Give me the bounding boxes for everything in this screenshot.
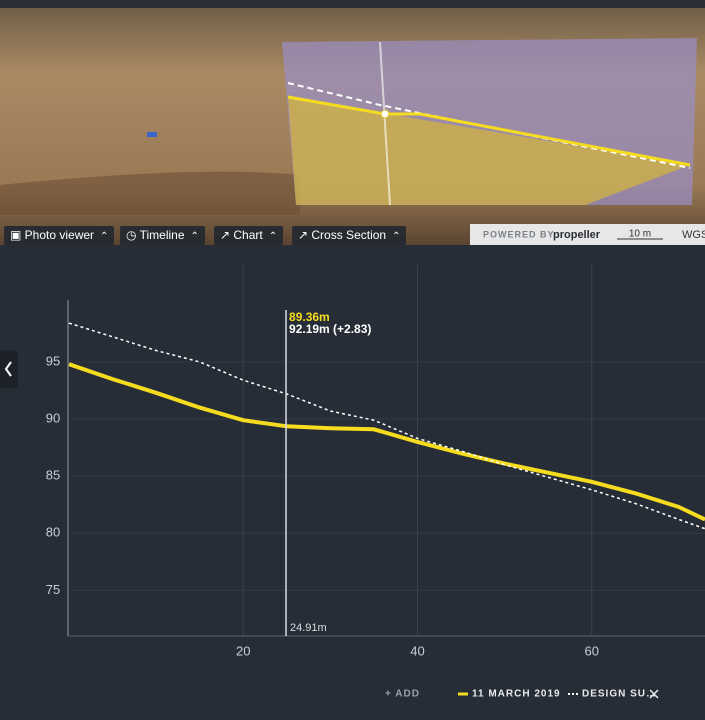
chevron-icon [4, 361, 12, 377]
crs-label: WGS [682, 229, 705, 241]
y-tick-label: 80 [46, 525, 60, 540]
tab[interactable]: ↗ Chart [214, 226, 284, 245]
powered-by: POWERED BY [483, 229, 555, 239]
section-line-map [287, 95, 691, 167]
y-tick-label: 90 [46, 410, 60, 425]
scale-label: 10 m [629, 229, 651, 240]
series-line [68, 362, 705, 522]
x-tick-label: 60 [585, 643, 599, 658]
tab[interactable]: ◷ Timeline [120, 226, 205, 245]
aerial-map: POWERED BY propeller 10 m WGS [0, 0, 705, 245]
tab-label: Photo viewer [24, 228, 95, 242]
tab-label: Cross Section [311, 228, 387, 242]
add-button[interactable]: + ADD [385, 689, 420, 700]
y-tick-label: 75 [46, 582, 60, 597]
tab-label: Timeline [139, 228, 185, 242]
x-tick-label: 20 [236, 643, 250, 658]
y-tick-label: 95 [46, 353, 60, 368]
x-tick-label: 40 [410, 643, 424, 658]
tab[interactable]: ▣ Photo viewer [4, 226, 115, 245]
top-edge [0, 0, 705, 8]
tab-label: Chart [233, 228, 263, 242]
cursor-value: 89.36m [289, 310, 330, 324]
cursor-x-label: 24.91m [290, 622, 327, 634]
y-tick-label: 85 [46, 468, 60, 483]
vehicle [147, 132, 157, 137]
legend-label: DESIGN SU… [582, 689, 657, 700]
terrain-shadow [0, 171, 300, 215]
cursor-value: 92.19m (+2.83) [289, 322, 371, 336]
remove-icon[interactable] [649, 689, 659, 699]
legend-label: 11 MARCH 2019 [472, 689, 561, 700]
tab[interactable]: ↗ Cross Section [292, 226, 407, 245]
cursor-point-map [380, 109, 390, 119]
brand: propeller [553, 229, 601, 241]
cursor-line-map [379, 41, 391, 206]
attribution-bar [470, 224, 705, 245]
series-line [68, 322, 705, 530]
collapse-button[interactable] [0, 350, 18, 388]
